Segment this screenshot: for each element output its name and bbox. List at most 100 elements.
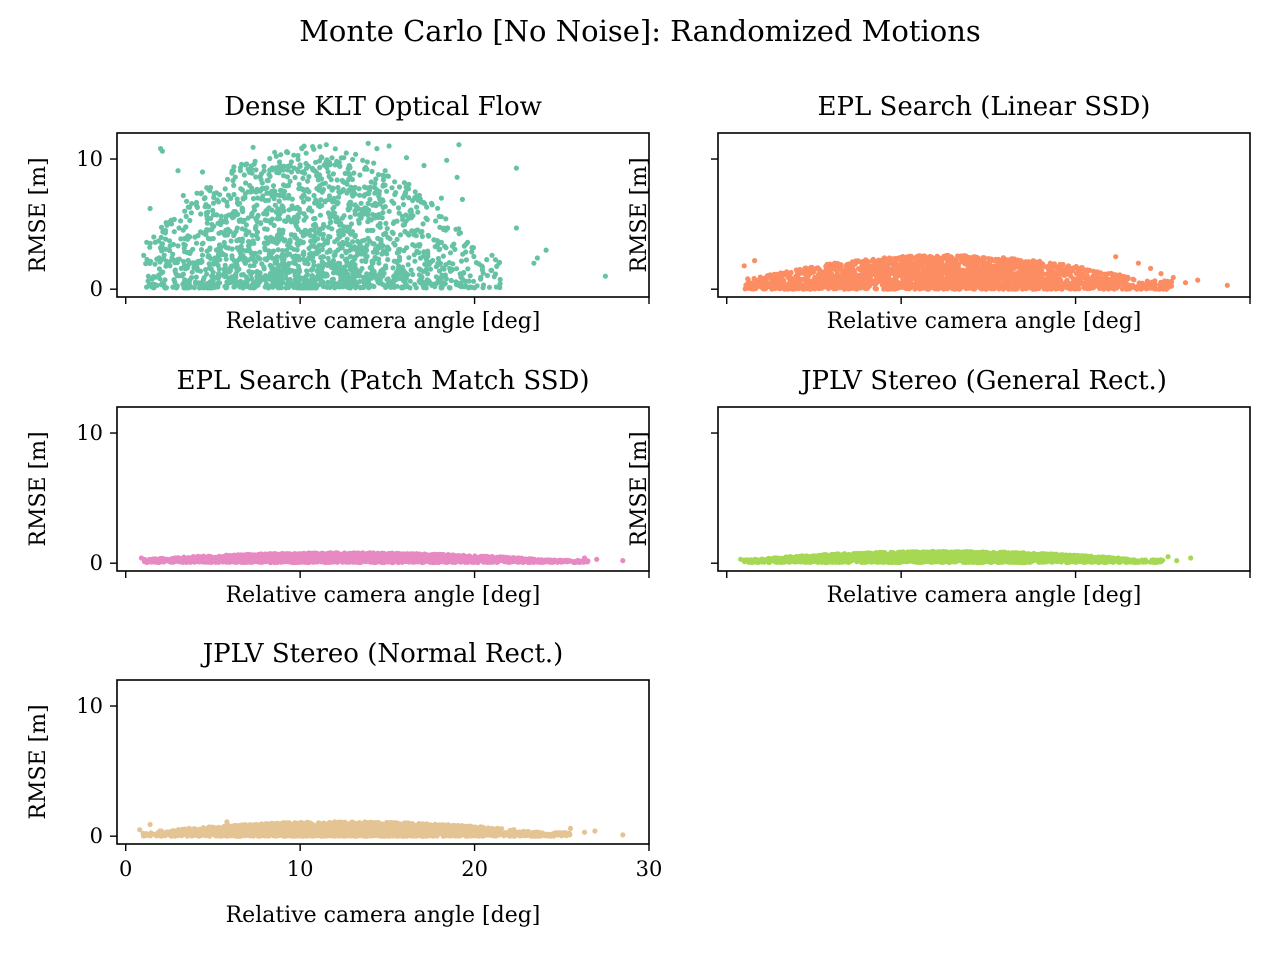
figure-suptitle: Monte Carlo [No Noise]: Randomized Motio… [299,14,981,48]
data-point [797,281,803,287]
data-point [209,226,215,233]
data-point [176,225,182,231]
data-point [325,169,331,175]
data-point [456,142,462,148]
y-axis-label: RMSE [m] [26,157,51,272]
data-point [229,263,235,269]
data-point [380,273,386,279]
data-point [977,273,983,279]
data-point [213,257,219,263]
data-point [952,273,958,279]
data-point [274,254,280,260]
data-point [300,175,306,181]
data-point [444,225,450,232]
data-point [809,266,815,272]
data-point [207,265,213,271]
data-point [198,211,204,217]
data-point [1084,273,1090,279]
data-point [420,268,427,274]
data-point [198,284,204,291]
data-point [346,282,352,288]
data-point [341,241,347,247]
data-point [905,277,911,283]
data-point [287,251,293,257]
data-point [409,228,415,234]
data-point [269,264,275,270]
data-point [394,283,400,289]
data-point [1119,278,1125,284]
data-point [816,285,822,291]
data-point [358,200,364,206]
data-point [332,263,338,269]
data-point [276,159,283,165]
data-point [458,258,465,264]
data-point [809,280,815,286]
data-point [264,226,270,232]
data-point [194,190,200,196]
data-point [168,217,174,223]
data-point [352,191,358,197]
data-point [217,192,223,198]
data-point [237,165,243,171]
data-point [888,286,894,292]
data-point [319,176,325,182]
data-point [368,271,374,277]
data-point [935,286,942,292]
data-point [341,228,347,234]
data-point [1101,286,1107,292]
data-point [420,221,426,227]
data-point [534,255,541,261]
data-point [300,199,307,205]
data-point [389,185,395,191]
data-point [231,182,237,188]
data-point [1195,277,1201,283]
data-point [1032,286,1038,292]
data-point [1144,284,1150,290]
data-point [242,195,248,201]
data-point [908,281,914,287]
data-point [397,264,403,271]
data-point [291,152,297,158]
data-point [802,281,809,287]
data-point [403,275,409,281]
data-point [425,271,431,277]
data-point [827,264,833,270]
data-point [951,283,957,289]
data-point [275,247,281,253]
data-point [383,220,389,226]
data-point [1044,271,1050,277]
data-point [269,255,276,261]
data-point [1003,276,1009,282]
data-point [1029,280,1035,286]
data-point [271,188,277,194]
data-point [461,243,467,249]
data-point [304,196,310,202]
data-point [204,220,210,226]
data-point [310,144,316,150]
data-point [993,256,999,262]
data-point [378,280,384,286]
data-point [261,240,267,246]
data-point [237,200,243,206]
data-point [874,267,881,273]
data-point [932,283,938,289]
data-point [841,277,847,283]
data-point [245,166,251,172]
data-point [339,253,345,259]
data-point [380,210,386,216]
data-point [1017,271,1023,277]
data-point [384,277,390,283]
data-point [397,232,404,238]
data-point [1006,286,1012,292]
data-point [412,243,418,249]
data-point [195,233,201,239]
data-point [170,241,176,247]
data-point [1089,282,1095,288]
data-point [167,247,173,254]
data-point [262,217,268,223]
data-point [1024,274,1030,280]
data-point [450,261,456,267]
data-point [215,199,222,205]
data-point [1144,278,1150,284]
data-point [260,276,267,282]
